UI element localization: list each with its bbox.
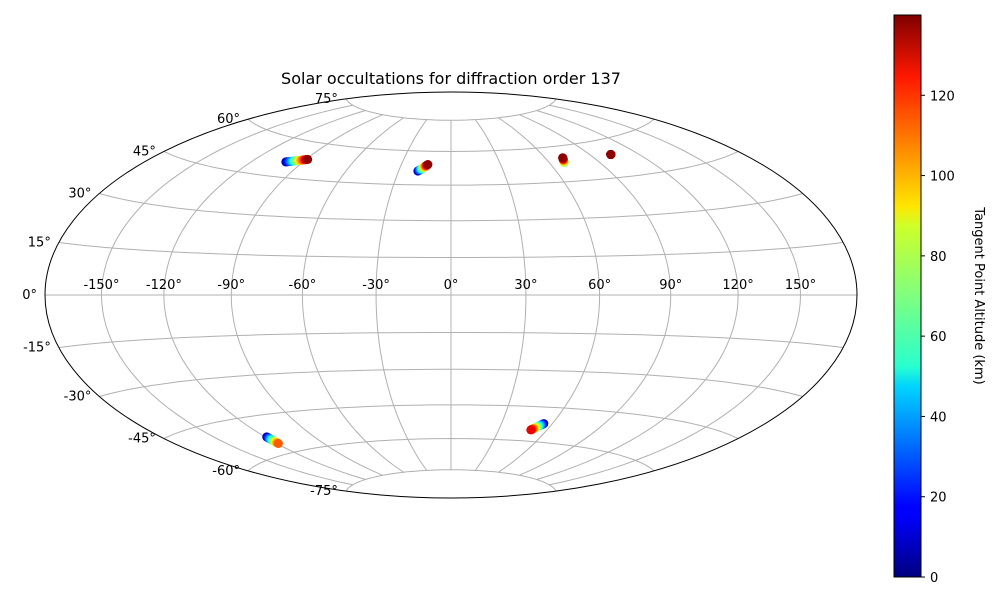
colorbar-tick-label: 80 [930, 250, 947, 265]
latitude-tick-label: -60° [212, 464, 240, 479]
map-outline [44, 91, 858, 499]
latitude-tick-label: 60° [217, 112, 240, 127]
chart-title: Solar occultations for diffraction order… [281, 69, 621, 88]
occultation-point [273, 439, 283, 448]
longitude-tick-label: -60° [289, 278, 317, 293]
latitude-tick-label: -15° [23, 341, 51, 356]
parallel-line [345, 98, 557, 121]
colorbar-label: Tangent Point Altitude (km) [971, 206, 986, 384]
longitude-tick-label: 90° [659, 278, 682, 293]
latitude-tick-label: 75° [315, 92, 338, 107]
longitude-tick-label: -90° [217, 278, 245, 293]
longitude-tick-label: 0° [444, 278, 459, 293]
latitude-tick-labels: -75° -60° -45° -30° -15° 0° 15° 30° 45° 60° 75° [22, 92, 338, 499]
longitude-tick-labels: -150° -120° -90° -60° -30° 0° 30° 60° 90° 120° 150… [83, 278, 816, 293]
parallel-line [163, 151, 739, 186]
longitude-tick-label: 120° [722, 278, 753, 293]
latitude-tick-label: -30° [64, 390, 92, 405]
occultation-point [558, 153, 568, 163]
parallel-line [345, 469, 557, 492]
longitude-tick-label: -150° [83, 278, 119, 293]
parallel-line [163, 404, 739, 439]
longitude-tick-label: -30° [362, 278, 390, 293]
graticule-grid [45, 98, 857, 492]
colorbar-tick-label: 120 [930, 89, 955, 104]
longitude-tick-label: -120° [146, 278, 182, 293]
longitude-tick-label: 150° [785, 278, 816, 293]
occultation-point [423, 160, 433, 169]
occultation-point [606, 150, 616, 159]
parallel-line [58, 242, 844, 258]
parallel-line [247, 118, 655, 153]
occultation-point [303, 154, 313, 164]
colorbar-tick-label: 40 [930, 410, 947, 425]
parallel-line [247, 437, 655, 472]
latitude-tick-label: 0° [22, 288, 37, 303]
latitude-tick-label: 30° [68, 187, 91, 202]
longitude-tick-label: 30° [514, 278, 537, 293]
colorbar-tick-label: 20 [930, 491, 947, 506]
occultation-points [262, 150, 616, 448]
colorbar-ticks: 0 20 40 60 80 100 120 [921, 89, 955, 586]
colorbar-tick-label: 60 [930, 330, 947, 345]
parallel-line [99, 368, 803, 397]
parallel-line [58, 332, 844, 348]
colorbar [893, 14, 922, 578]
parallel-line [99, 193, 803, 222]
latitude-tick-label: -75° [310, 484, 338, 499]
latitude-tick-label: -45° [128, 432, 156, 447]
colorbar-tick-label: 100 [930, 170, 955, 185]
colorbar-tick-label: 0 [930, 571, 938, 586]
latitude-tick-label: 45° [133, 144, 156, 159]
longitude-tick-label: 60° [588, 278, 611, 293]
latitude-tick-label: 15° [28, 235, 51, 250]
occultation-point [526, 425, 536, 435]
